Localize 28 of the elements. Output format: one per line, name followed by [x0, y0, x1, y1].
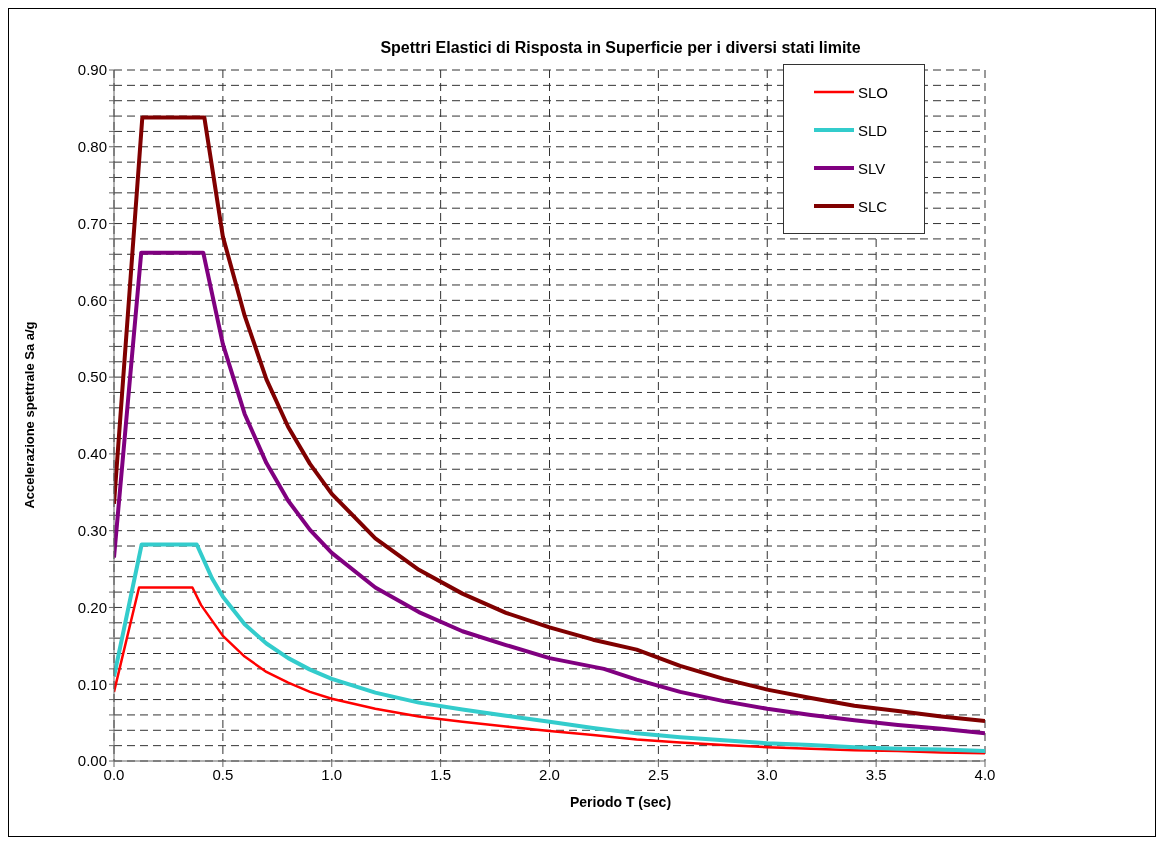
y-tick-label: 0.90	[77, 61, 107, 79]
line-series	[114, 586, 985, 755]
x-tick-label: 2.0	[539, 765, 560, 783]
x-tick-label: 1.5	[430, 765, 452, 783]
x-tick-label: 3.0	[756, 765, 778, 783]
y-tick-label: 0.80	[77, 138, 107, 156]
x-tick-label: 0.5	[212, 765, 234, 783]
y-tick-label: 0.20	[77, 598, 107, 616]
x-tick-label: 4.0	[974, 765, 996, 783]
y-tick-label: 0.10	[77, 675, 107, 693]
line-series	[114, 250, 985, 736]
legend-label: SLO	[858, 83, 889, 101]
chart-title: Spettri Elastici di Risposta in Superficie per i diversi stati limite	[379, 39, 862, 57]
line-series	[114, 115, 985, 724]
x-axis-title: Periodo T (sec)	[568, 794, 673, 810]
y-axis-title: Accelerazione spettrale Sa a/g	[21, 321, 37, 509]
legend-label: SLC	[858, 197, 888, 215]
legend-label: SLD	[858, 121, 888, 139]
y-tick-label: 0.30	[77, 521, 107, 539]
line-series	[114, 542, 985, 754]
y-tick-label: 0.60	[77, 291, 107, 309]
x-tick-label: 2.5	[647, 765, 669, 783]
y-tick-label: 0.40	[77, 445, 107, 463]
legend-label: SLV	[858, 159, 886, 177]
x-tick-label: 3.5	[865, 765, 887, 783]
x-tick-label: 1.0	[321, 765, 343, 783]
y-tick-label: 0.70	[77, 214, 107, 232]
y-tick-label: 0.50	[77, 368, 107, 386]
